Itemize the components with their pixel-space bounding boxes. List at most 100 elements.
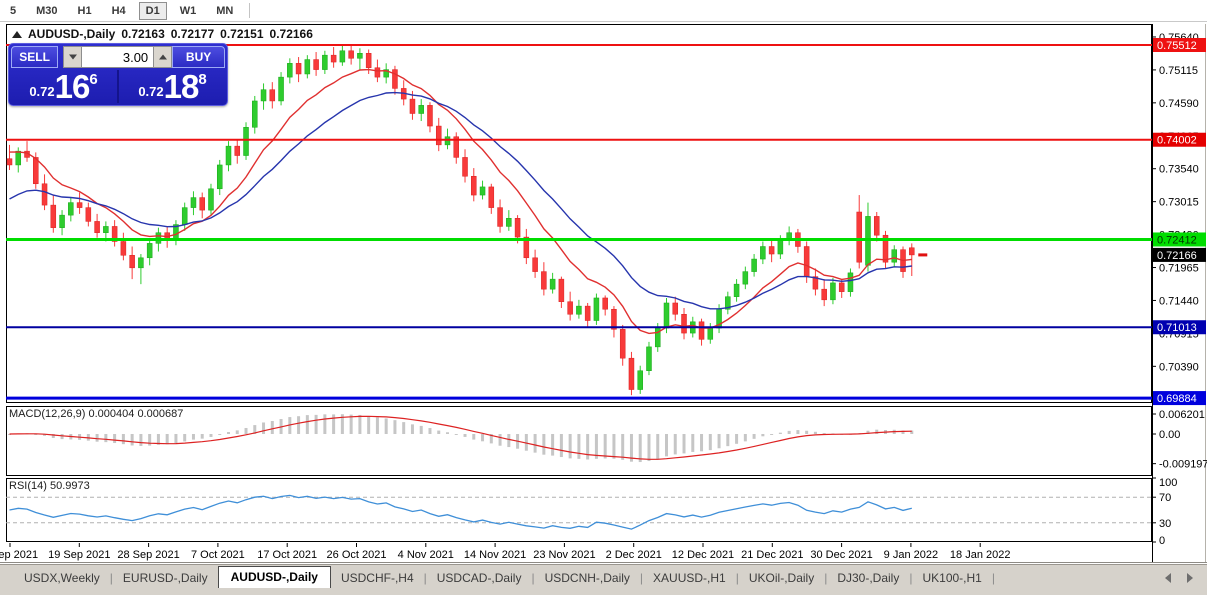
timeframe-button-MN[interactable]: MN [216, 4, 234, 17]
macd-signal-line [9, 415, 912, 460]
date-label: 26 Oct 2021 [327, 549, 387, 561]
macd-histogram-bar [910, 430, 914, 434]
date-label: 12 Dec 2021 [672, 549, 734, 561]
chart-tab-EURUSD-Daily[interactable]: EURUSD-,Daily [122, 571, 208, 585]
chart-tab-AUDUSD-Daily[interactable]: AUDUSD-,Daily [217, 566, 331, 589]
tab-separator: | [531, 571, 535, 585]
candle [313, 59, 319, 70]
date-label: 18 Jan 2022 [950, 549, 1011, 561]
macd-histogram-bar [735, 434, 739, 444]
macd-histogram-bar [113, 434, 117, 444]
candle [576, 305, 582, 315]
candle [514, 218, 521, 238]
level-badge-label: 0.69884 [1157, 393, 1197, 405]
tab-separator: | [824, 571, 828, 585]
toolbar-separator [249, 3, 251, 18]
symbol-title: AUDUSD-,Daily [28, 27, 116, 41]
candle [85, 207, 92, 222]
candle [628, 357, 635, 390]
timeframe-button-H1[interactable]: H1 [77, 4, 92, 17]
volume-decrease-button[interactable] [63, 46, 83, 68]
sell-price-big: 16 [54, 68, 91, 105]
candle [418, 105, 424, 114]
chart-tab-USDX-Weekly[interactable]: USDX,Weekly [24, 571, 100, 585]
chart-tab-XAUUSD-H1[interactable]: XAUUSD-,H1 [653, 571, 726, 585]
level-badge-label: 0.71013 [1157, 322, 1197, 334]
chart-tabbar: USDX,Weekly | EURUSD-,Daily AUDUSD-,Daily US… [0, 564, 1207, 589]
rsi-axis-label: 30 [1159, 518, 1171, 530]
buy-button[interactable]: BUY [172, 46, 225, 68]
macd-histogram-bar [130, 434, 134, 446]
date-label: 4 Nov 2021 [398, 549, 454, 561]
level-badge-label: 0.75512 [1157, 40, 1197, 52]
candle [751, 258, 757, 272]
macd-histogram-bar [481, 434, 485, 442]
macd-histogram-bar [647, 434, 651, 462]
macd-histogram-bar [778, 432, 782, 434]
price-divider [117, 70, 119, 103]
volume-increase-button[interactable] [153, 46, 173, 68]
quote-panel-collapse-icon[interactable] [12, 30, 22, 38]
sell-price[interactable]: 0.72166 [11, 70, 116, 103]
chart-tab-USDCAD-Daily[interactable]: USDCAD-,Daily [436, 571, 522, 585]
rsi-panel-frame [6, 478, 1152, 542]
candle [646, 346, 652, 371]
macd-plot-group [8, 414, 914, 463]
sell-button[interactable]: SELL [11, 46, 59, 68]
candle [138, 257, 144, 269]
chart-tab-USDCHF-H4[interactable]: USDCHF-,H4 [340, 571, 414, 585]
macd-value: 0.000404 [88, 408, 135, 420]
macd-histogram-bar [551, 434, 555, 456]
macd-histogram-bar [621, 434, 625, 460]
macd-histogram-bar [51, 434, 55, 438]
macd-histogram-bar [393, 420, 397, 434]
macd-histogram-bar [43, 434, 47, 436]
candle [812, 276, 819, 290]
date-label: 17 Oct 2021 [257, 549, 317, 561]
macd-histogram-bar [419, 425, 423, 434]
candle [41, 183, 48, 206]
timeframe-button-W1[interactable]: W1 [179, 4, 197, 17]
candle [374, 67, 381, 78]
timeframe-button-M30[interactable]: M30 [36, 4, 58, 17]
macd-histogram-bar [428, 428, 432, 434]
macd-histogram-bar [174, 434, 178, 444]
chart-tab-UK100-H1[interactable]: UK100-,H1 [922, 571, 982, 585]
candle [304, 59, 311, 75]
candle [190, 197, 197, 208]
volume-input[interactable] [82, 46, 154, 68]
chevron-down-icon [68, 54, 77, 60]
price-tick-label: 0.71440 [1159, 295, 1199, 307]
tab-separator: | [735, 571, 739, 585]
macd-histogram-bar [682, 434, 686, 454]
macd-histogram-bar [253, 425, 257, 434]
tab-scroll-left-icon[interactable] [1165, 573, 1171, 583]
timeframe-button-D1[interactable]: D1 [138, 1, 167, 20]
candle [549, 278, 556, 290]
macd-histogram-bar [629, 434, 633, 462]
candle [471, 175, 477, 196]
macd-histogram-bar [34, 434, 38, 435]
candle [558, 278, 565, 302]
timeframe-button-5[interactable]: 5 [10, 4, 17, 17]
one-click-trade-panel: SELL BUY 0.72166 0.72188 [8, 43, 228, 106]
date-label: 7 Oct 2021 [191, 549, 245, 561]
candle [365, 53, 372, 68]
buy-price[interactable]: 0.72188 [120, 70, 225, 103]
tab-scroll-right-icon[interactable] [1187, 573, 1193, 583]
chart-tab-UKOil-Daily[interactable]: UKOil-,Daily [748, 571, 815, 585]
timeframe-button-H4[interactable]: H4 [111, 4, 126, 17]
macd-histogram-bar [673, 434, 677, 455]
price-tick-label: 0.75115 [1159, 65, 1198, 77]
candle [453, 136, 460, 158]
candle [891, 249, 898, 263]
macd-histogram-bar [638, 434, 642, 463]
chart-tab-USDCNH-Daily[interactable]: USDCNH-,Daily [544, 571, 630, 585]
macd-histogram-bar [165, 434, 169, 445]
macd-histogram-bar [262, 422, 266, 434]
chart-tab-DJ30-Daily[interactable]: DJ30-,Daily [837, 571, 900, 585]
macd-histogram-bar [796, 430, 800, 434]
macd-histogram-bar [288, 417, 292, 434]
candle [94, 221, 100, 233]
